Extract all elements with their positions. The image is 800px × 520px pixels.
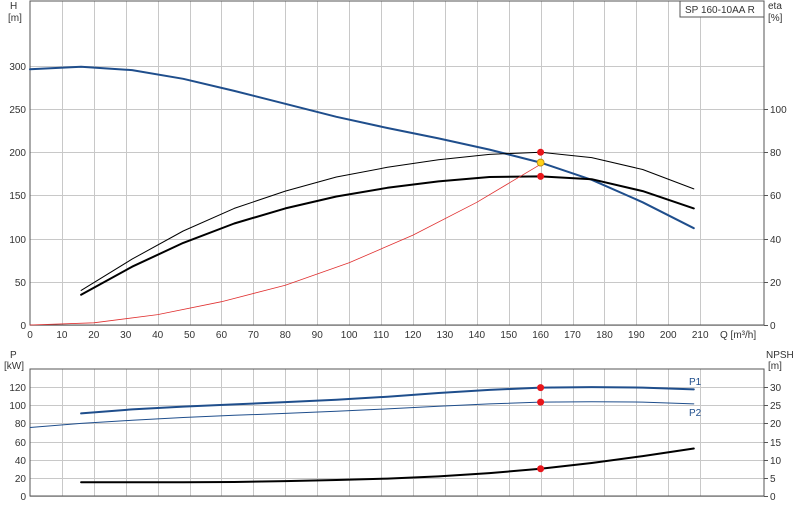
left-tick-label: 40 <box>15 456 27 467</box>
x-tick-label: 70 <box>248 330 260 341</box>
left-tick-label: 100 <box>9 401 26 412</box>
power-axis-label: P <box>10 350 17 361</box>
x-tick-label: 50 <box>184 330 196 341</box>
x-tick-label: 20 <box>88 330 100 341</box>
x-tick-label: 150 <box>500 330 517 341</box>
left-tick-label: 250 <box>9 105 26 116</box>
right-tick-label: 60 <box>770 191 782 202</box>
plot-area-top <box>29 0 765 326</box>
product-label: SP 160-10AA R <box>685 5 755 16</box>
duty-point-marker-bottom-3 <box>537 465 545 473</box>
x-tick-label: 110 <box>373 330 389 341</box>
x-tick-label: 160 <box>532 330 549 341</box>
ticks-top: 0 50 100 150 200 250 300 0 20 40 60 80 100 0 10 20 30 40 5… <box>9 62 787 341</box>
x-tick-label: 10 <box>56 330 68 341</box>
left-tick-label: 120 <box>9 383 26 394</box>
right-tick-label: 10 <box>770 456 782 467</box>
x-tick-label: 210 <box>692 330 709 341</box>
series-label-p1: P1 <box>689 377 702 388</box>
x-tick-label: 40 <box>152 330 164 341</box>
right-tick-label: 25 <box>770 401 782 412</box>
x-tick-label: 90 <box>312 330 324 341</box>
eta-axis-label: eta <box>768 1 782 12</box>
right-tick-label: 100 <box>770 105 787 116</box>
right-tick-label: 20 <box>770 278 782 289</box>
right-tick-label: 40 <box>770 235 782 246</box>
x-tick-label: 130 <box>437 330 454 341</box>
npsh-axis-label: NPSH <box>766 350 794 361</box>
x-tick-label: 180 <box>596 330 613 341</box>
flow-axis-label: Q [m³/h] <box>720 330 756 341</box>
x-tick-label: 120 <box>405 330 422 341</box>
x-tick-label: 0 <box>27 330 33 341</box>
duty-point-marker-top-3 <box>536 158 545 167</box>
duty-point-marker-bottom-2 <box>537 398 545 406</box>
x-tick-label: 60 <box>216 330 228 341</box>
series-line-top-2 <box>80 175 695 296</box>
x-tick-label: 140 <box>468 330 485 341</box>
x-tick-label: 190 <box>628 330 645 341</box>
duty-point-marker-top-2 <box>537 172 545 180</box>
plot-area-bottom <box>29 368 765 497</box>
series-line-bottom-3 <box>80 447 695 484</box>
npsh-axis-unit: [m] <box>768 361 782 372</box>
product-label-box <box>679 0 765 18</box>
markers-top <box>536 148 545 180</box>
head-efficiency-panel: 0 50 100 150 200 250 300 0 20 40 60 80 100 0 10 20 30 40 5… <box>8 0 787 341</box>
power-axis-unit: [kW] <box>4 361 24 372</box>
x-tick-label: 100 <box>341 330 358 341</box>
series-line-bottom-1 <box>80 386 695 415</box>
series-line-top-1 <box>29 65 695 230</box>
left-tick-label: 80 <box>15 419 27 430</box>
left-tick-label: 300 <box>9 62 26 73</box>
left-tick-label: 0 <box>20 321 26 332</box>
x-tick-label: 80 <box>280 330 292 341</box>
grid-top <box>30 1 764 326</box>
left-tick-label: 50 <box>15 278 27 289</box>
right-tick-label: 15 <box>770 438 782 449</box>
left-tick-label: 200 <box>9 148 26 159</box>
left-tick-label: 60 <box>15 438 27 449</box>
left-tick-label: 0 <box>20 492 26 503</box>
duty-point-marker-bottom-1 <box>537 384 545 392</box>
right-tick-label: 0 <box>770 492 776 503</box>
eta-axis-unit: [%] <box>768 13 783 24</box>
x-tick-label: 30 <box>120 330 132 341</box>
duty-point-marker-top-1 <box>537 148 545 156</box>
right-tick-label: 80 <box>770 148 782 159</box>
left-tick-label: 100 <box>9 235 26 246</box>
right-tick-label: 30 <box>770 383 782 394</box>
head-axis-unit: [m] <box>8 13 22 24</box>
x-tick-label: 170 <box>564 330 581 341</box>
left-tick-label: 20 <box>15 474 27 485</box>
right-tick-label: 20 <box>770 419 782 430</box>
right-tick-label: 0 <box>770 321 776 332</box>
series-bottom <box>29 386 695 484</box>
head-axis-label: H <box>10 1 17 12</box>
series-label-p2: P2 <box>689 408 702 419</box>
markers-bottom <box>537 384 545 473</box>
left-tick-label: 150 <box>9 191 26 202</box>
right-tick-label: 5 <box>770 474 776 485</box>
series-line-top-4 <box>29 163 541 326</box>
series-top <box>29 65 695 326</box>
series-line-top-3 <box>80 151 695 291</box>
series-line-bottom-2 <box>29 401 695 428</box>
ticks-bottom: 0 20 40 60 80 100 120 0 5 10 15 20 25 30 <box>9 383 781 503</box>
x-tick-label: 200 <box>660 330 677 341</box>
